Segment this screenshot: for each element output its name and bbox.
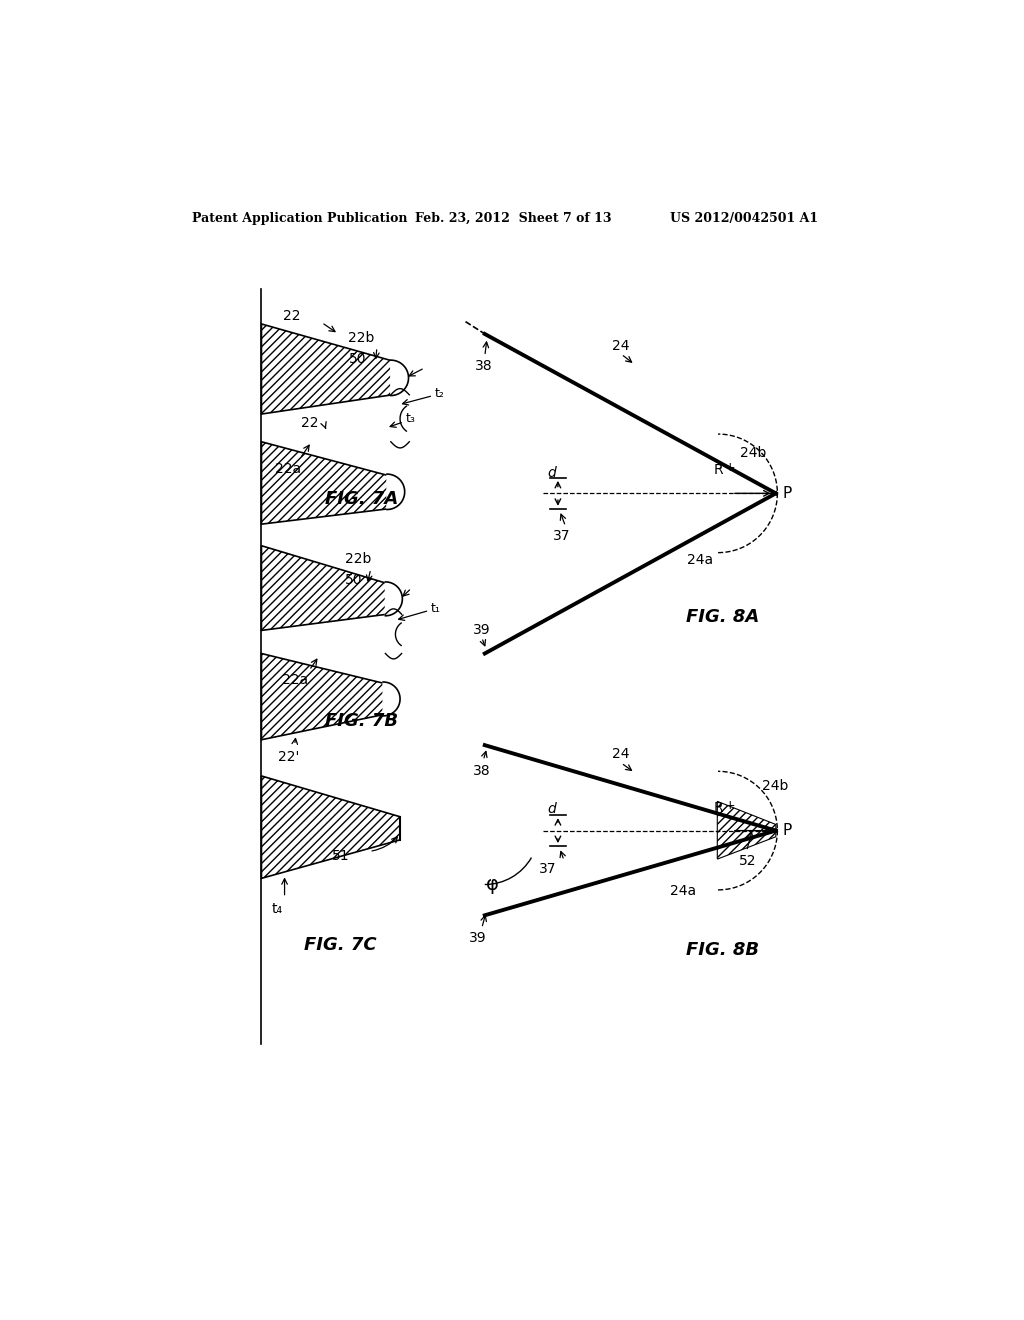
Text: t₃: t₃ [406, 412, 416, 425]
Text: t₄: t₄ [271, 902, 283, 916]
Text: 22a: 22a [274, 462, 301, 475]
Text: 50: 50 [349, 351, 367, 366]
Text: 24b: 24b [762, 779, 788, 793]
Text: Patent Application Publication: Patent Application Publication [193, 213, 408, 224]
Text: t₁: t₁ [431, 602, 440, 615]
Text: R: R [714, 463, 723, 478]
Text: 50: 50 [345, 573, 362, 586]
Polygon shape [261, 776, 400, 878]
Polygon shape [261, 442, 388, 524]
Text: P: P [782, 824, 792, 838]
Text: R: R [714, 800, 723, 814]
Text: t₂: t₂ [435, 387, 444, 400]
Text: Feb. 23, 2012  Sheet 7 of 13: Feb. 23, 2012 Sheet 7 of 13 [416, 213, 612, 224]
Text: FIG. 8A: FIG. 8A [686, 607, 760, 626]
Polygon shape [261, 323, 392, 414]
Text: 24a: 24a [670, 884, 695, 899]
Text: P: P [782, 486, 792, 500]
Polygon shape [261, 653, 385, 739]
Text: 51: 51 [333, 849, 350, 863]
Polygon shape [387, 474, 404, 510]
Polygon shape [383, 682, 400, 715]
Text: FIG. 7B: FIG. 7B [326, 711, 398, 730]
Text: 24b: 24b [740, 446, 767, 459]
Text: 22a: 22a [283, 673, 308, 686]
Polygon shape [385, 582, 402, 615]
Text: 24: 24 [611, 338, 630, 352]
Text: FIG. 8B: FIG. 8B [686, 941, 760, 958]
Text: 37: 37 [553, 529, 570, 543]
Text: 22': 22' [279, 750, 300, 764]
Polygon shape [261, 545, 387, 631]
Text: 22: 22 [283, 309, 300, 323]
Text: +: + [724, 799, 735, 812]
Text: 24a: 24a [686, 553, 713, 568]
Text: 22b: 22b [345, 552, 371, 566]
Text: 38: 38 [475, 359, 493, 374]
Text: 22: 22 [301, 416, 319, 429]
Text: φ: φ [486, 875, 499, 894]
Text: 22b: 22b [348, 331, 374, 345]
Text: +: + [724, 462, 735, 474]
Text: d: d [547, 466, 556, 479]
Text: FIG. 7C: FIG. 7C [304, 936, 377, 954]
Text: US 2012/0042501 A1: US 2012/0042501 A1 [670, 213, 818, 224]
Text: 39: 39 [469, 932, 487, 945]
Polygon shape [717, 801, 776, 859]
Text: 38: 38 [473, 763, 490, 777]
Text: 39: 39 [472, 623, 490, 636]
Text: 37: 37 [539, 862, 556, 876]
Text: 52: 52 [739, 854, 757, 867]
Polygon shape [391, 360, 409, 396]
Text: 24: 24 [611, 747, 630, 760]
Text: FIG. 7A: FIG. 7A [326, 490, 398, 508]
Text: d: d [547, 803, 556, 816]
